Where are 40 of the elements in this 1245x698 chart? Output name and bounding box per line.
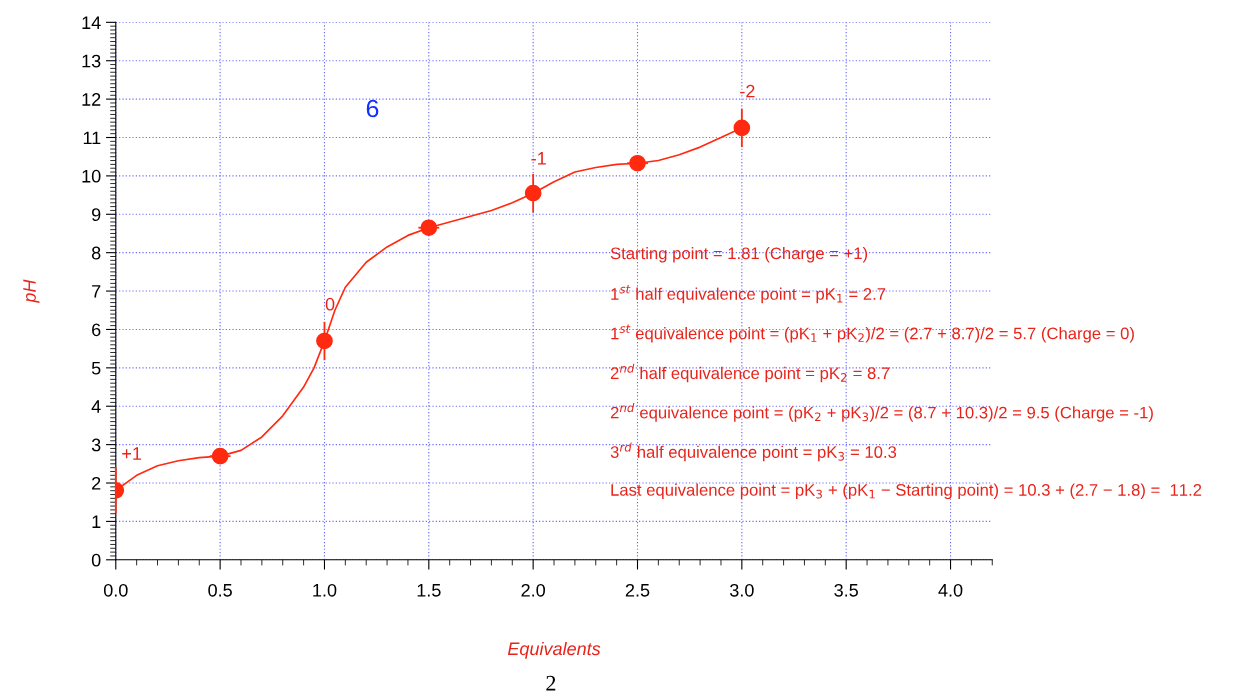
y-tick-label: 2 xyxy=(92,476,101,490)
x-axis-title: Equivalents xyxy=(507,641,601,659)
y-tick-label: 4 xyxy=(91,400,101,413)
y-tick-label: 9 xyxy=(92,208,101,222)
x-tick-label: 3.5 xyxy=(834,583,858,597)
y-tick-label: 11 xyxy=(83,131,101,145)
x-tick-label: 0.5 xyxy=(208,583,232,597)
annotation: 2$^{nd}$ equivalence point = (pK$_{2}$ + pK$_{3}$)/2 = (8.7 + 10.3)/2 = 9.5 (Charge = -1) xyxy=(610,403,1153,422)
x-tick-label: 3.0 xyxy=(729,583,754,597)
annotation: 1$^{st}$ half equivalence point = pK$_{1}$ = 2.7 xyxy=(611,285,886,304)
annotation: 2 xyxy=(858,333,864,342)
y-tick-label: 0 xyxy=(91,553,101,567)
x-tick-label: 0.0 xyxy=(103,583,128,597)
y-tick-label: 3 xyxy=(91,438,101,452)
x-tick-label: 1.5 xyxy=(417,584,441,597)
y-axis-title: pH xyxy=(23,279,40,304)
annotation: Last equivalence point = pK$_{3}$ + (pK$_{1}$ − Starting point) = 10.3 + (2.7 − 1.8) = 11.2 xyxy=(611,483,1202,500)
y-tick-label: 7 xyxy=(92,285,101,298)
y-tick-label: 6 xyxy=(92,323,101,337)
y-tick-label: 10 xyxy=(82,169,101,183)
annotation: 2$^{nd}$ half equivalence point = pK$_{2}$ = 8.7 xyxy=(610,363,890,383)
point xyxy=(316,332,333,350)
x-tick-label: 4.0 xyxy=(938,583,963,597)
annotation: 6 xyxy=(366,99,379,118)
annotation: Starting point = 1.81 (Charge = +1) xyxy=(610,247,868,263)
annotation: 3$^{rd}$ half equivalence point = pK$_{3}$ = 10.3 xyxy=(610,442,897,462)
x-tick-label: 1.0 xyxy=(313,583,337,597)
y-tick-label: 1 xyxy=(92,515,101,528)
y-tick-label: 5 xyxy=(91,361,101,375)
y-tick-label: 14 xyxy=(82,16,101,29)
y-tick-label: 8 xyxy=(91,246,101,260)
annotation: 0 xyxy=(325,297,335,311)
text: 2 xyxy=(546,675,556,691)
annotation: +1 xyxy=(122,447,142,460)
annotation: -1 xyxy=(531,152,546,165)
x-tick-label: 2.0 xyxy=(521,583,545,597)
x-tick-label: 2.5 xyxy=(625,583,650,597)
y-tick-label: 13 xyxy=(82,54,101,68)
y-tick-label: 12 xyxy=(82,93,101,106)
annotation: -2 xyxy=(740,84,755,98)
